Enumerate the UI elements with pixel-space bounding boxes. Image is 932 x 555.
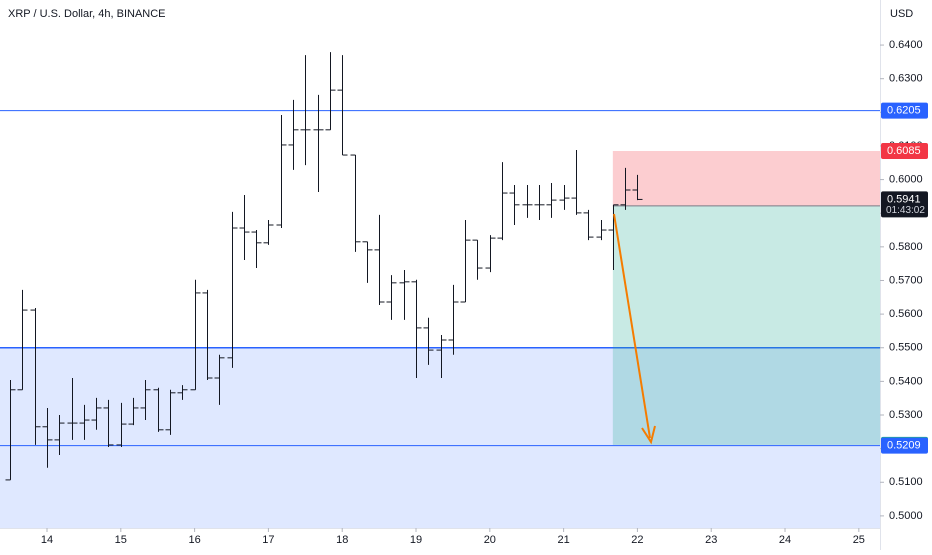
currency: USD xyxy=(890,8,913,20)
chart-title: XRP / U.S. Dollar, 4h, BINANCE xyxy=(8,8,166,20)
x-tick-label: 23 xyxy=(705,534,717,546)
x-tick-label: 17 xyxy=(262,534,274,546)
y-tick-label: 0.5100 xyxy=(889,476,923,488)
y-tick-label: 0.5000 xyxy=(889,510,923,522)
y-tick-label: 0.5700 xyxy=(889,274,923,286)
x-tick-label: 22 xyxy=(631,534,643,546)
y-tick-label: 0.6400 xyxy=(889,39,923,51)
price-label xyxy=(881,102,928,119)
countdown: 01:43:02 xyxy=(886,205,925,216)
support-zone xyxy=(0,347,880,528)
y-tick-label: 0.5500 xyxy=(889,342,923,354)
arrow-line xyxy=(613,213,651,439)
y-tick-label: 0.5300 xyxy=(889,409,923,421)
target-zone xyxy=(612,205,880,445)
trend-arrow xyxy=(613,213,656,445)
y-tick-label: 0.6000 xyxy=(889,173,923,185)
price-label-text: 0.6085 xyxy=(887,145,921,157)
x-tick-label: 15 xyxy=(115,534,127,546)
x-tick-label: 24 xyxy=(779,534,791,546)
stop-zone xyxy=(612,151,880,206)
price-label xyxy=(881,437,928,454)
x-tick-label: 18 xyxy=(336,534,348,546)
x-tick-label: 21 xyxy=(557,534,569,546)
x-tick-label: 19 xyxy=(410,534,422,546)
y-tick-label: 0.5600 xyxy=(889,308,923,320)
price-label xyxy=(881,143,928,160)
x-tick-label: 20 xyxy=(484,534,496,546)
y-tick-label: 0.6300 xyxy=(889,73,923,85)
x-tick-label: 25 xyxy=(853,534,865,546)
price-label xyxy=(881,191,928,218)
x-tick-label: 14 xyxy=(41,534,53,546)
x-tick-label: 16 xyxy=(188,534,200,546)
y-tick-label: 0.5400 xyxy=(889,375,923,387)
price-label-text: 0.5941 xyxy=(887,193,921,205)
price-label-text: 0.5209 xyxy=(887,440,921,452)
price-label-text: 0.6205 xyxy=(887,105,921,117)
y-tick-label: 0.5800 xyxy=(889,241,923,253)
arrow-head xyxy=(641,425,656,445)
